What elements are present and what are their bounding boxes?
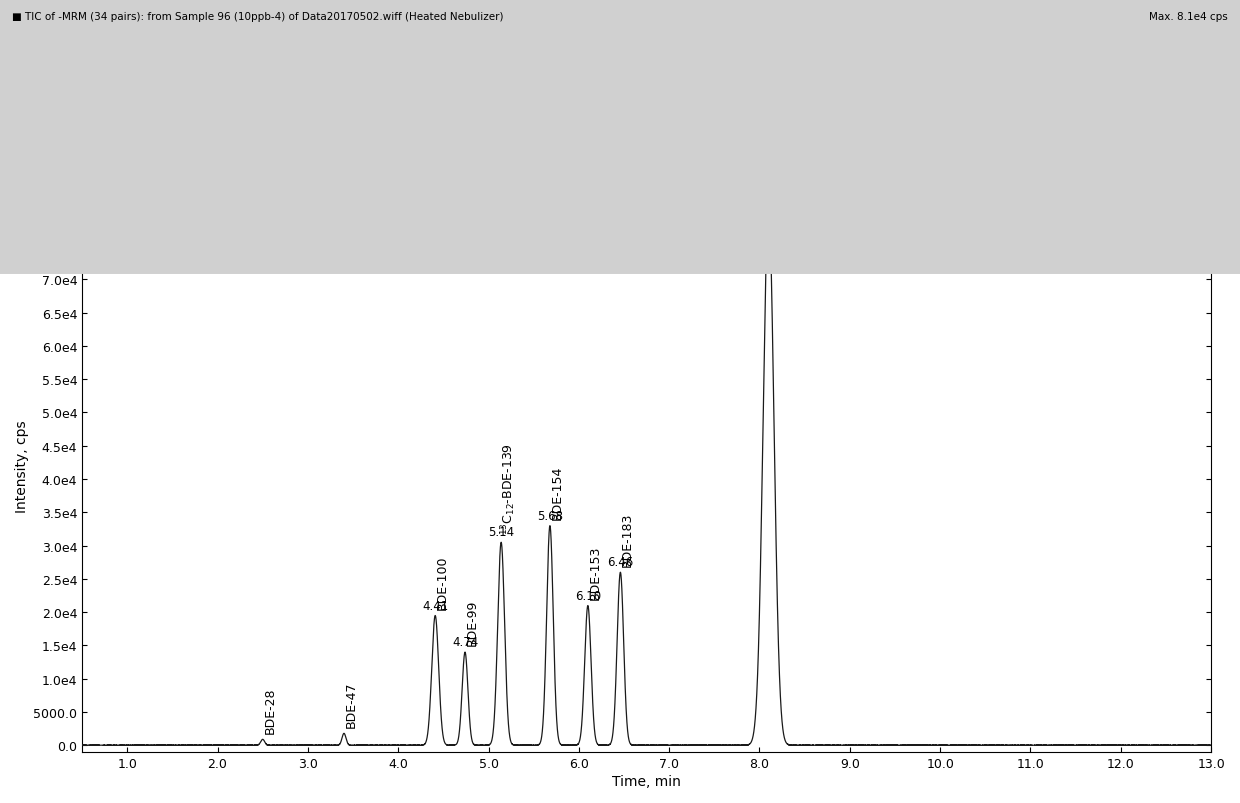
Text: 5.68: 5.68 xyxy=(537,509,563,522)
Text: Max. 8.1e4 cps: Max. 8.1e4 cps xyxy=(1148,12,1228,22)
Text: BDE-99: BDE-99 xyxy=(466,599,479,646)
Text: 6.46: 6.46 xyxy=(608,556,634,569)
Text: 8.10: 8.10 xyxy=(755,190,781,203)
Text: $\mathregular{^{13}C_{12}}$-BDE-209+BDE-209: $\mathregular{^{13}C_{12}}$-BDE-209+BDE-… xyxy=(773,47,791,203)
X-axis label: Time, min: Time, min xyxy=(613,774,681,788)
Text: BDE-47: BDE-47 xyxy=(345,680,357,727)
Text: $\mathregular{^{13}C_{12}}$-BDE-139: $\mathregular{^{13}C_{12}}$-BDE-139 xyxy=(498,442,518,535)
Text: BDE-153: BDE-153 xyxy=(589,544,601,599)
Text: BDE-183: BDE-183 xyxy=(621,512,634,566)
Text: 4.41: 4.41 xyxy=(422,599,449,612)
Text: 6.10: 6.10 xyxy=(575,589,601,601)
Text: BDE-28: BDE-28 xyxy=(263,687,277,733)
Text: BDE-100: BDE-100 xyxy=(436,555,449,609)
Text: ■ TIC of -MRM (34 pairs): from Sample 96 (10ppb-4) of Data20170502.wiff (Heated : ■ TIC of -MRM (34 pairs): from Sample 96… xyxy=(12,12,503,22)
Text: BDE-154: BDE-154 xyxy=(551,465,564,520)
Text: 5.14: 5.14 xyxy=(489,526,515,539)
Y-axis label: Intensity, cps: Intensity, cps xyxy=(15,420,29,512)
Text: 4.74: 4.74 xyxy=(451,635,479,648)
